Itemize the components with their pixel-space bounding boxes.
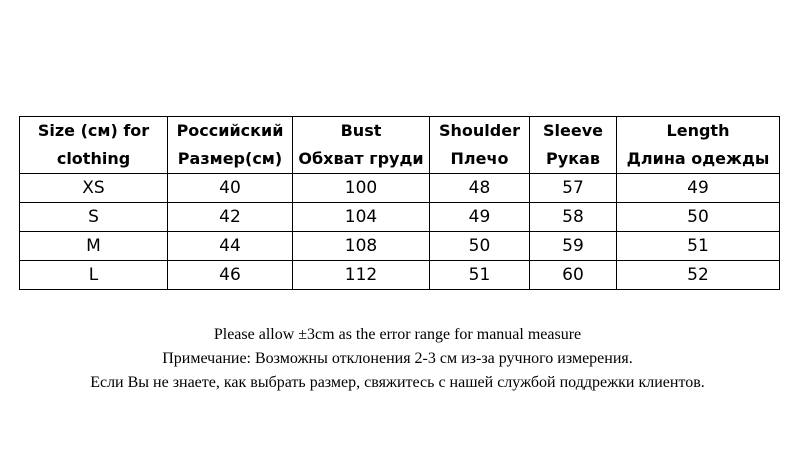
note-error-range-ru: Примечание: Возможны отклонения 2-3 см и… <box>162 350 633 367</box>
header-russian-size: Российский Размер(см) <box>167 116 293 174</box>
header-sleeve: Sleeve Рукав <box>529 116 617 174</box>
table-cell: 51 <box>616 231 780 261</box>
note-error-range-en: Please allow ±3cm as the error range for… <box>213 326 582 343</box>
table-cell: 49 <box>616 173 780 203</box>
header-shoulder-line1: Shoulder <box>439 121 520 140</box>
header-bust-line1: Bust <box>340 121 382 140</box>
measurement-notes: Please allow ±3cm as the error range for… <box>0 323 795 395</box>
table-row: XS 40 100 48 57 49 <box>19 173 780 203</box>
header-russian-size-line2: Размер(см) <box>177 149 283 168</box>
table-header-row: Size (см) for clothing Российский Размер… <box>19 116 780 174</box>
header-russian-size-line1: Российский <box>176 121 284 140</box>
header-bust: Bust Обхват груди <box>292 116 430 174</box>
header-bust-line2: Обхват груди <box>298 149 424 168</box>
header-length: Length Длина одежды <box>616 116 780 174</box>
table-row: L 46 112 51 60 52 <box>19 260 780 290</box>
table-cell: 100 <box>292 173 430 203</box>
table-cell: S <box>19 202 168 232</box>
table-cell: 44 <box>167 231 293 261</box>
table-cell: 50 <box>616 202 780 232</box>
table-cell: M <box>19 231 168 261</box>
table-cell: 104 <box>292 202 430 232</box>
table-cell: 40 <box>167 173 293 203</box>
table-cell: L <box>19 260 168 290</box>
table-cell: 51 <box>429 260 530 290</box>
table-cell: 60 <box>529 260 617 290</box>
table-cell: XS <box>19 173 168 203</box>
table-cell: 59 <box>529 231 617 261</box>
note-contact-support-ru: Если Вы не знаете, как выбрать размер, с… <box>90 374 705 391</box>
header-sleeve-line1: Sleeve <box>543 121 603 140</box>
header-size-line1: Size (см) for <box>37 121 150 140</box>
table-row: S 42 104 49 58 50 <box>19 202 780 232</box>
header-shoulder-line2: Плечо <box>450 149 509 168</box>
table-cell: 58 <box>529 202 617 232</box>
header-shoulder: Shoulder Плечо <box>429 116 530 174</box>
table-cell: 42 <box>167 202 293 232</box>
table-cell: 52 <box>616 260 780 290</box>
header-length-line1: Length <box>666 121 730 140</box>
header-sleeve-line2: Рукав <box>546 149 600 168</box>
header-length-line2: Длина одежды <box>626 149 770 168</box>
table-cell: 108 <box>292 231 430 261</box>
table-cell: 48 <box>429 173 530 203</box>
table-cell: 49 <box>429 202 530 232</box>
table-cell: 57 <box>529 173 617 203</box>
table-row: M 44 108 50 59 51 <box>19 231 780 261</box>
size-chart-table: Size (см) for clothing Российский Размер… <box>19 116 780 290</box>
header-size-line2: clothing <box>56 149 131 168</box>
table-cell: 50 <box>429 231 530 261</box>
table-cell: 112 <box>292 260 430 290</box>
table-cell: 46 <box>167 260 293 290</box>
header-size: Size (см) for clothing <box>19 116 168 174</box>
